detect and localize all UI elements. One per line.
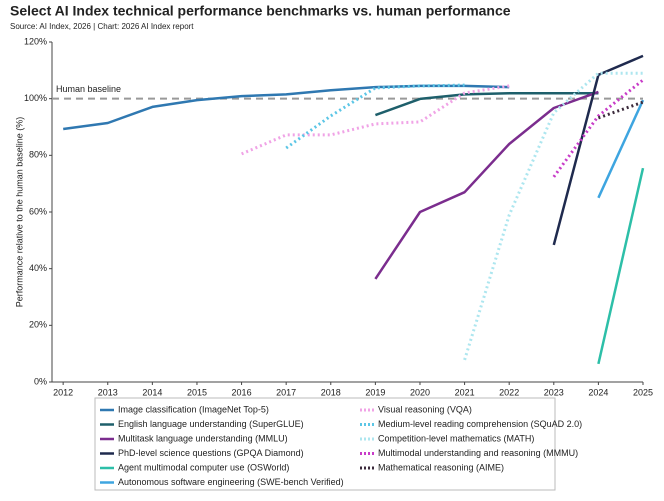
y-tick-label: 100% — [24, 93, 47, 103]
series-line — [241, 84, 510, 156]
legend-label: Agent multimodal computer use (OSWorld) — [118, 462, 289, 472]
x-tick-label: 2022 — [499, 387, 519, 397]
series-line — [597, 167, 645, 365]
legend-label: Image classification (ImageNet Top-5) — [118, 404, 269, 414]
chart-subtitle: Source: AI Index, 2026 | Chart: 2026 AI … — [10, 22, 194, 31]
legend-box — [94, 397, 556, 491]
y-tick-label: 20% — [29, 320, 47, 330]
baseline-label: Human baseline — [56, 84, 121, 94]
series-line — [63, 84, 510, 131]
legend-label: Mathematical reasoning (AIME) — [378, 462, 504, 472]
x-tick-label: 2015 — [187, 387, 207, 397]
y-axis-title: Performance relative to the human baseli… — [14, 117, 24, 308]
series-line — [552, 54, 644, 246]
series-line — [374, 92, 599, 117]
series-line — [463, 71, 643, 361]
legend-label: English language understanding (SuperGLU… — [118, 419, 304, 429]
series-line — [552, 78, 644, 178]
x-tick-label: 2017 — [276, 387, 296, 397]
y-tick-label: 80% — [29, 150, 47, 160]
legend-label: Autonomous software engineering (SWE-ben… — [118, 477, 344, 487]
legend-label: Multitask language understanding (MMLU) — [118, 433, 288, 443]
chart-title: Select AI Index technical performance be… — [10, 3, 511, 19]
legend-label: Multimodal understanding and reasoning (… — [378, 448, 578, 458]
y-tick-label: 60% — [29, 206, 47, 216]
legend-label: Competition-level mathematics (MATH) — [378, 433, 534, 443]
series-line — [285, 83, 465, 150]
x-tick-label: 2014 — [142, 387, 162, 397]
y-tick-label: 40% — [29, 263, 47, 273]
y-tick-label: 0% — [34, 376, 47, 386]
x-tick-label: 2025 — [633, 387, 653, 397]
y-tick-label: 120% — [24, 36, 47, 46]
x-tick-label: 2013 — [98, 387, 118, 397]
x-tick-label: 2019 — [365, 387, 385, 397]
x-tick-label: 2021 — [455, 387, 475, 397]
x-tick-label: 2016 — [232, 387, 252, 397]
x-tick-label: 2012 — [53, 387, 73, 397]
legend-label: PhD-level science questions (GPQA Diamon… — [118, 448, 304, 458]
legend-label: Medium-level reading comprehension (SQuA… — [378, 419, 582, 429]
x-tick-label: 2023 — [544, 387, 564, 397]
legend-label: Visual reasoning (VQA) — [378, 404, 472, 414]
x-tick-label: 2018 — [321, 387, 341, 397]
x-tick-label: 2020 — [410, 387, 430, 397]
x-tick-label: 2024 — [588, 387, 608, 397]
series-line — [374, 90, 599, 280]
series-line — [597, 99, 645, 199]
